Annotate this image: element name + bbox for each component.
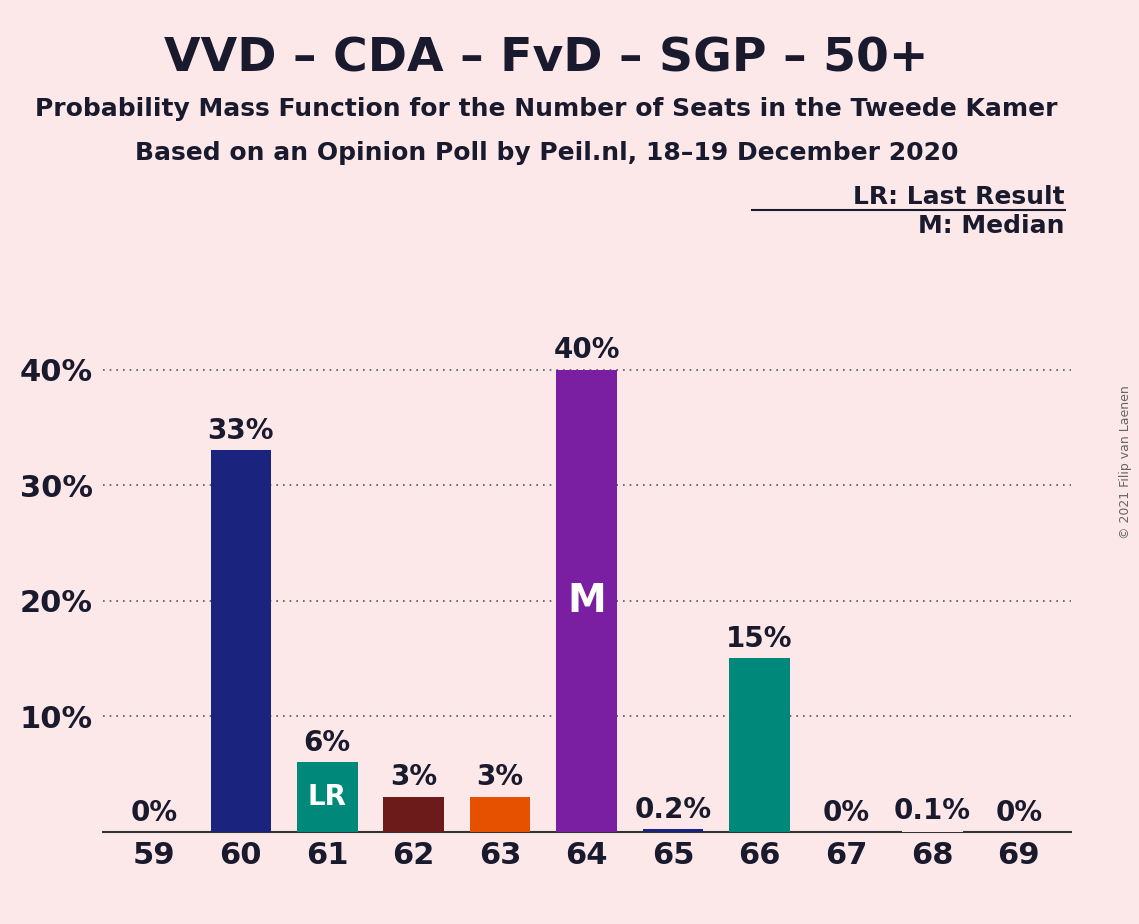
Text: 3%: 3% bbox=[391, 763, 437, 791]
Bar bbox=[556, 370, 617, 832]
Text: 40%: 40% bbox=[554, 335, 620, 364]
Text: LR: Last Result: LR: Last Result bbox=[853, 185, 1065, 209]
Text: 3%: 3% bbox=[476, 763, 524, 791]
Text: Probability Mass Function for the Number of Seats in the Tweede Kamer: Probability Mass Function for the Number… bbox=[35, 97, 1058, 121]
Text: VVD – CDA – FvD – SGP – 50+: VVD – CDA – FvD – SGP – 50+ bbox=[164, 37, 929, 82]
Text: M: M bbox=[567, 581, 606, 620]
Text: Based on an Opinion Poll by Peil.nl, 18–19 December 2020: Based on an Opinion Poll by Peil.nl, 18–… bbox=[134, 141, 959, 165]
Bar bbox=[902, 831, 962, 832]
Text: 15%: 15% bbox=[727, 625, 793, 652]
Text: © 2021 Filip van Laenen: © 2021 Filip van Laenen bbox=[1118, 385, 1132, 539]
Text: LR: LR bbox=[308, 783, 346, 811]
Bar bbox=[642, 830, 703, 832]
Text: 0%: 0% bbox=[995, 799, 1042, 827]
Text: 0%: 0% bbox=[822, 799, 869, 827]
Bar bbox=[470, 796, 531, 832]
Bar bbox=[384, 796, 444, 832]
Text: 33%: 33% bbox=[207, 417, 274, 444]
Text: 6%: 6% bbox=[304, 728, 351, 757]
Bar bbox=[297, 762, 358, 832]
Text: 0%: 0% bbox=[131, 799, 178, 827]
Bar bbox=[729, 658, 789, 832]
Text: 0.2%: 0.2% bbox=[634, 796, 712, 823]
Bar bbox=[211, 450, 271, 832]
Text: 0.1%: 0.1% bbox=[894, 796, 970, 824]
Text: M: Median: M: Median bbox=[918, 214, 1065, 238]
